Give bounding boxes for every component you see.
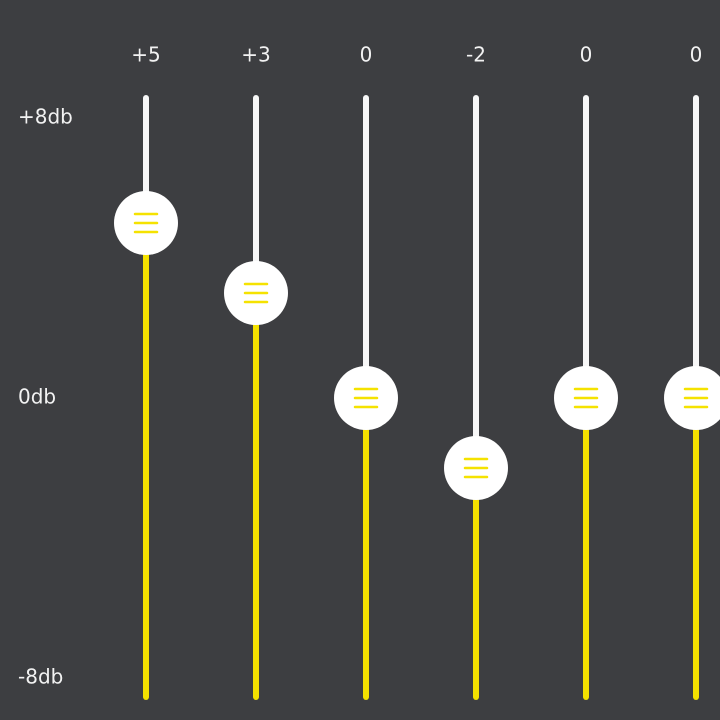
knob[interactable] [664,366,720,430]
slider-value-label: 0 [580,43,593,67]
slider[interactable]: +5 [114,43,178,701]
track-fill [473,468,479,700]
scale-label: +8db [18,105,73,129]
track [693,95,699,398]
track-fill [363,398,369,700]
slider[interactable]: 0 [554,43,618,701]
track [583,95,589,398]
knob[interactable] [444,436,508,500]
knob[interactable] [114,191,178,255]
track [363,95,369,398]
track-fill [253,293,259,700]
slider[interactable]: -2 [444,43,508,701]
slider-value-label: +5 [131,43,160,67]
slider-value-label: 0 [360,43,373,67]
track-fill [693,398,699,700]
knob[interactable] [224,261,288,325]
scale-label: 0db [18,385,56,409]
track [143,95,149,223]
scale-label: -8db [18,665,63,689]
track [253,95,259,293]
track-fill [143,223,149,700]
slider-value-label: -2 [466,43,486,67]
knob[interactable] [334,366,398,430]
slider[interactable]: 0 [334,43,398,701]
slider[interactable]: +3 [224,43,288,701]
track [473,95,479,468]
slider-value-label: 0 [690,43,703,67]
slider-value-label: +3 [241,43,270,67]
track-fill [583,398,589,700]
knob[interactable] [554,366,618,430]
slider[interactable]: 0 [664,43,720,701]
